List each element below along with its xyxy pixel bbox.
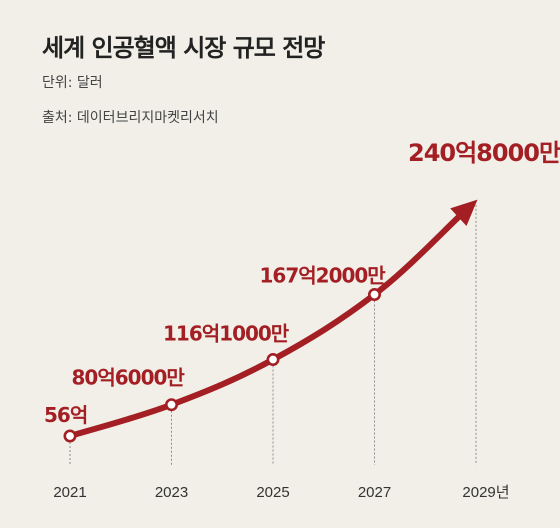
- x-tick-label-0: 2021: [53, 484, 86, 501]
- x-tick-label-1: 2023: [155, 484, 188, 501]
- data-label-2021: 56억: [44, 403, 87, 427]
- data-label-2027: 167억2000만: [260, 264, 387, 288]
- unit-note: 단위: 달러: [42, 75, 103, 91]
- source-note: 출처: 데이터브리지마켓리서치: [42, 110, 219, 126]
- data-point-2025: [266, 353, 280, 367]
- chart-title: 세계 인공혈액 시장 규모 전망: [42, 34, 325, 62]
- x-tick-label-4: 2029년: [462, 484, 509, 501]
- data-label-2023: 80억6000만: [72, 366, 186, 390]
- data-point-2021: [63, 429, 77, 443]
- data-label-2025: 116억1000만: [163, 322, 290, 346]
- x-tick-label-3: 2027: [358, 484, 391, 501]
- x-tick-label-2: 2025: [256, 484, 289, 501]
- data-label-2029년: 240억8000만: [408, 139, 560, 167]
- data-point-2027: [367, 288, 381, 302]
- data-point-2023: [165, 398, 179, 412]
- arrow-head-icon: [450, 199, 478, 227]
